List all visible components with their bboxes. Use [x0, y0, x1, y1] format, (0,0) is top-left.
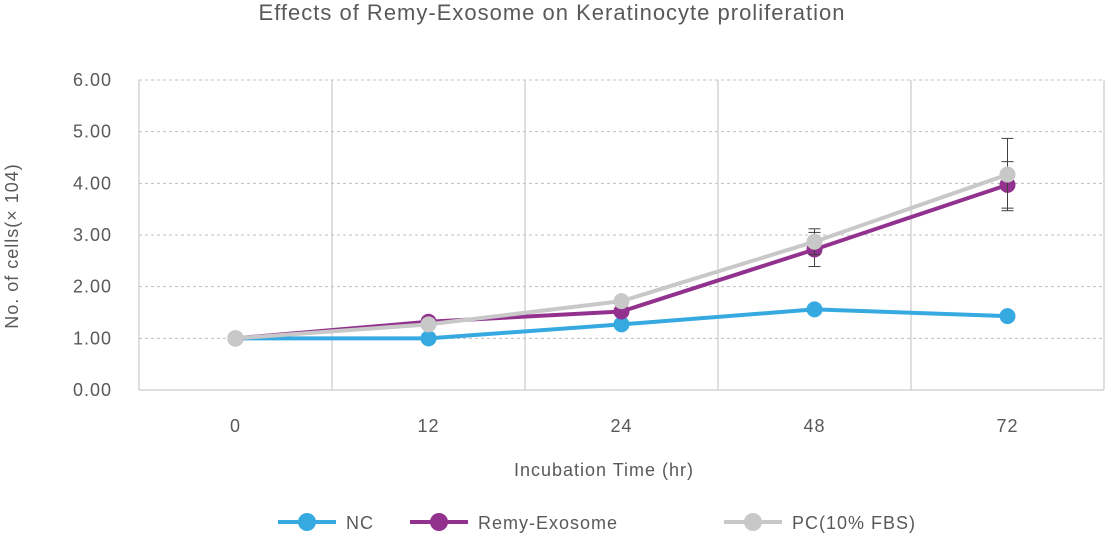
- data-point: [999, 308, 1016, 325]
- x-tick-label: 24: [610, 416, 632, 436]
- data-point: [806, 301, 823, 318]
- data-point: [613, 316, 630, 333]
- x-axis-ticks: 0 12 24 48 72: [230, 416, 1018, 436]
- data-point: [999, 166, 1016, 183]
- legend-swatch-marker: [744, 513, 762, 531]
- series-remy-exosome: [227, 161, 1016, 347]
- legend-item-pc-10-fbs: PC(10% FBS): [724, 513, 916, 533]
- data-point: [806, 233, 823, 250]
- chart-title: Effects of Remy-Exosome on Keratinocyte …: [259, 0, 846, 25]
- grid: [138, 79, 1105, 391]
- y-tick-label: 4.00: [73, 173, 112, 193]
- y-tick-label: 5.00: [73, 122, 112, 142]
- y-axis-label: No. of cells(× 104): [2, 163, 22, 329]
- y-tick-label: 6.00: [73, 70, 112, 90]
- legend: NC Remy-Exosome PC(10% FBS): [278, 513, 916, 533]
- legend-item-nc: NC: [278, 513, 374, 533]
- y-axis-ticks: 0.00 1.00 2.00 3.00 4.00 5.00 6.00: [73, 70, 112, 400]
- legend-label: NC: [346, 513, 374, 533]
- x-tick-label: 0: [230, 416, 241, 436]
- y-tick-label: 0.00: [73, 380, 112, 400]
- series-group: [227, 137, 1016, 347]
- legend-label: PC(10% FBS): [792, 513, 916, 533]
- y-tick-label: 1.00: [73, 328, 112, 348]
- x-axis-label: Incubation Time (hr): [514, 460, 694, 480]
- y-tick-label: 2.00: [73, 277, 112, 297]
- y-tick-label: 3.00: [73, 225, 112, 245]
- x-tick-label: 48: [803, 416, 825, 436]
- legend-swatch-marker: [430, 513, 448, 531]
- x-tick-label: 72: [996, 416, 1018, 436]
- data-point: [227, 330, 244, 347]
- x-tick-label: 12: [417, 416, 439, 436]
- data-point: [613, 293, 630, 310]
- legend-item-remy-exosome: Remy-Exosome: [410, 513, 618, 533]
- legend-swatch-marker: [298, 513, 316, 531]
- data-point: [420, 330, 437, 347]
- series-pc-10-fbs: [227, 137, 1016, 347]
- data-point: [420, 316, 437, 333]
- legend-label: Remy-Exosome: [478, 513, 618, 533]
